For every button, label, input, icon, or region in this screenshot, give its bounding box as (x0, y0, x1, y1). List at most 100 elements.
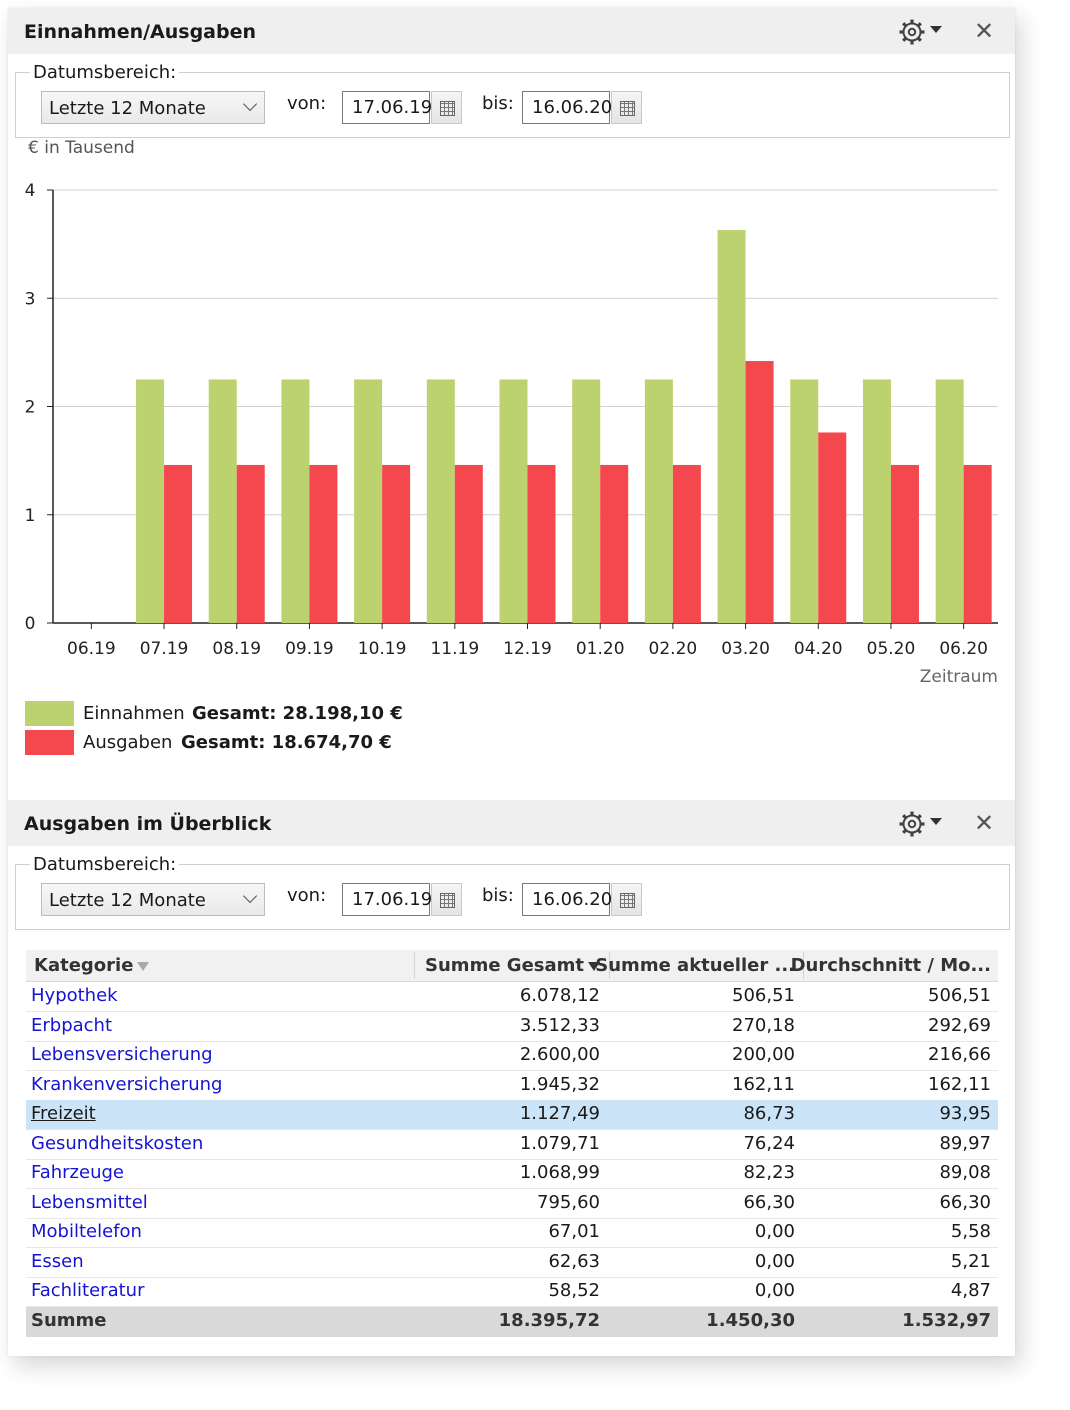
current-cell: 0,00 (754, 1221, 795, 1242)
y-tick-labels: 0 1 2 3 4 (25, 181, 36, 634)
to-date-input[interactable]: 16.06.20 (522, 91, 612, 124)
expense-bar-04.20 (818, 432, 847, 623)
current-cell: 270,18 (732, 1014, 795, 1036)
table-row[interactable]: Lebensmittel 795,60 66,30 66,30 (26, 1189, 998, 1219)
x-tick-labels: 06.19 07.19 08.19 09.19 10.19 11.19 12.19 01.20… (67, 623, 988, 659)
category-link[interactable]: Krankenversicherung (31, 1073, 223, 1095)
expense-bar-06.20 (963, 464, 992, 623)
x-tick-label: 06.19 (67, 639, 116, 659)
category-link[interactable]: Hypothek (31, 985, 118, 1006)
range-select[interactable]: Letzte 12 Monate (41, 883, 265, 916)
income-bar-07.19 (136, 379, 165, 623)
y-axis-unit-label: € in Tausend (28, 138, 135, 158)
total-cell: 1.127,49 (519, 1103, 600, 1124)
category-link[interactable]: Fachliteratur (31, 1280, 145, 1301)
category-link[interactable]: Mobiltelefon (31, 1221, 142, 1242)
column-header-category[interactable]: Kategorie (34, 955, 150, 976)
panel-title: Einnahmen/Ausgaben (24, 21, 257, 43)
gear-icon[interactable] (897, 809, 927, 839)
table-row[interactable]: Hypothek 6.078,12 506,51 506,51 (26, 982, 998, 1012)
range-select[interactable]: Letzte 12 Monate (41, 91, 265, 124)
income-bar-12.19 (499, 379, 528, 623)
legend-income-total: Gesamt: 28.198,10 € (192, 703, 403, 724)
calendar-icon[interactable] (611, 883, 642, 916)
total-cell: 1.068,99 (519, 1162, 600, 1183)
category-link[interactable]: Lebensmittel (31, 1191, 148, 1213)
from-date-input[interactable]: 17.06.19 (342, 883, 432, 916)
current-cell: 162,11 (732, 1073, 795, 1095)
category-link[interactable]: Lebensversicherung (31, 1044, 213, 1065)
sum-current: 1.450,30 (706, 1309, 795, 1331)
calendar-icon[interactable] (611, 91, 642, 124)
expense-bar-03.20 (745, 361, 774, 623)
table-row[interactable]: Freizeit 1.127,49 86,73 93,95 (26, 1100, 998, 1130)
column-header-average[interactable]: Durchschnitt / Mo... (790, 955, 991, 976)
average-cell: 5,21 (950, 1250, 991, 1272)
x-tick-label: 11.19 (430, 639, 479, 659)
income-bar-02.20 (644, 379, 673, 623)
current-cell: 506,51 (732, 985, 795, 1006)
close-icon[interactable]: ✕ (974, 17, 995, 45)
date-range-label: Datumsbereich: (30, 854, 180, 875)
average-cell: 216,66 (928, 1044, 991, 1065)
sum-row: Summe 18.395,72 1.450,30 1.532,97 (26, 1306, 998, 1337)
sort-desc-icon (588, 961, 600, 971)
x-tick-label: 12.19 (503, 639, 552, 659)
current-cell: 76,24 (743, 1132, 795, 1154)
table-row[interactable]: Krankenversicherung 1.945,32 162,11 162,11 (26, 1071, 998, 1101)
expense-bar-09.19 (309, 464, 338, 623)
chevron-down-icon[interactable] (930, 26, 942, 33)
date-range-group: Datumsbereich: Letzte 12 Monate von: 17.… (15, 62, 1010, 138)
chevron-down-icon[interactable] (930, 818, 942, 825)
table-row[interactable]: Mobiltelefon 67,01 0,00 5,58 (26, 1218, 998, 1248)
to-label: bis: (482, 885, 514, 906)
chevron-down-icon (242, 888, 258, 904)
expense-bar-02.20 (672, 464, 701, 623)
close-icon[interactable]: ✕ (974, 809, 995, 837)
table-row[interactable]: Lebensversicherung 2.600,00 200,00 216,66 (26, 1041, 998, 1071)
y-tick-label: 2 (25, 398, 36, 418)
income-bar-09.19 (281, 379, 310, 623)
calendar-icon[interactable] (431, 91, 462, 124)
average-cell: 5,58 (950, 1221, 991, 1242)
y-tick-label: 1 (25, 506, 36, 526)
column-header-current[interactable]: Summe aktueller ... (595, 955, 795, 976)
table-row[interactable]: Gesundheitskosten 1.079,71 76,24 89,97 (26, 1130, 998, 1160)
x-tick-label: 10.19 (358, 639, 407, 659)
average-cell: 4,87 (950, 1280, 991, 1301)
category-link[interactable]: Essen (31, 1250, 84, 1272)
total-cell: 6.078,12 (519, 985, 600, 1006)
legend-income-label: Einnahmen (83, 703, 185, 724)
table-row[interactable]: Fahrzeuge 1.068,99 82,23 89,08 (26, 1159, 998, 1189)
from-date-input[interactable]: 17.06.19 (342, 91, 432, 124)
legend-swatch-expense (25, 730, 74, 755)
income-bar-05.20 (862, 379, 891, 623)
total-cell: 67,01 (548, 1221, 600, 1242)
expense-bar-01.20 (600, 464, 629, 623)
x-tick-label: 08.19 (212, 639, 261, 659)
table-row[interactable]: Erbpacht 3.512,33 270,18 292,69 (26, 1012, 998, 1042)
current-cell: 200,00 (732, 1044, 795, 1065)
income-bar-06.20 (935, 379, 964, 623)
column-header-total[interactable]: Summe Gesamt (425, 955, 600, 976)
average-cell: 162,11 (928, 1073, 991, 1095)
x-tick-label: 01.20 (576, 639, 625, 659)
table-row[interactable]: Essen 62,63 0,00 5,21 (26, 1248, 998, 1278)
category-link[interactable]: Fahrzeuge (31, 1162, 124, 1183)
category-link[interactable]: Freizeit (31, 1103, 96, 1124)
table-row[interactable]: Fachliteratur 58,52 0,00 4,87 (26, 1277, 998, 1307)
expense-overview-panel-header: Ausgaben im Überblick ✕ (8, 800, 1015, 846)
legend-swatch-income (25, 701, 74, 726)
category-link[interactable]: Gesundheitskosten (31, 1132, 204, 1154)
dashboard-card: Einnahmen/Ausgaben ✕ Datumsbereich: Letz… (8, 8, 1015, 1356)
category-link[interactable]: Erbpacht (31, 1014, 113, 1036)
to-date-input[interactable]: 16.06.20 (522, 883, 612, 916)
expense-bar-11.19 (454, 464, 483, 623)
from-label: von: (287, 885, 327, 906)
chevron-down-icon (242, 96, 258, 112)
total-cell: 62,63 (548, 1250, 600, 1272)
expense-bar-12.19 (527, 464, 556, 623)
calendar-icon[interactable] (431, 883, 462, 916)
x-tick-label: 05.20 (867, 639, 916, 659)
gear-icon[interactable] (897, 17, 927, 47)
